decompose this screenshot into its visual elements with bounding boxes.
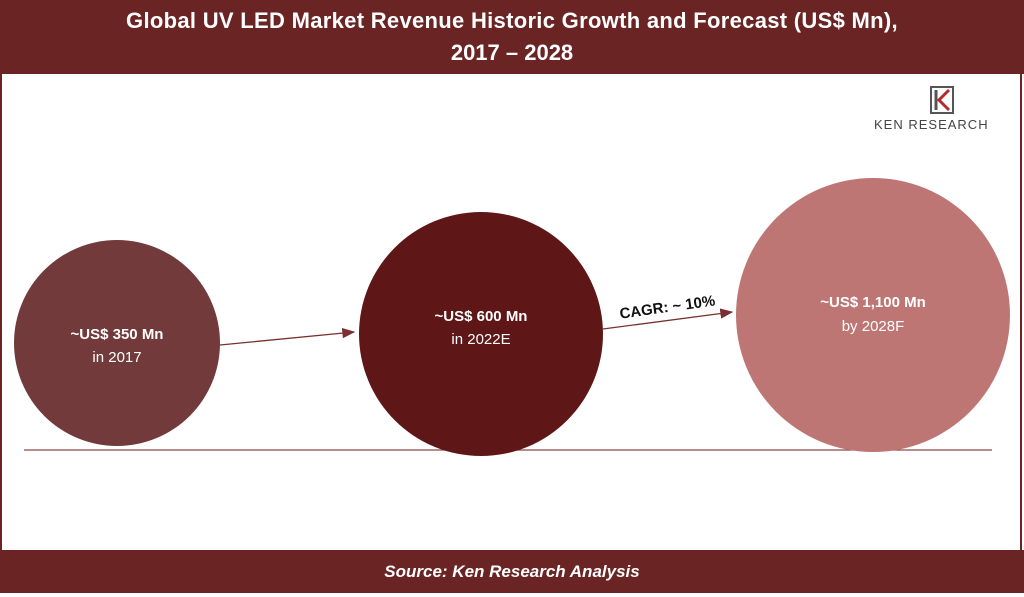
chart-title-banner: Global UV LED Market Revenue Historic Gr… <box>0 0 1024 74</box>
chart-frame <box>0 74 1022 550</box>
chart-title-line2: 2017 – 2028 <box>450 40 574 65</box>
bubble-2017-value: ~US$ 350 Mn <box>71 326 164 343</box>
source-footer: Source: Ken Research Analysis <box>0 550 1024 593</box>
growth-arrow-1 <box>219 327 356 346</box>
cagr-annotation: CAGR: ~ 10% <box>619 292 717 322</box>
ken-research-logo-text: KEN RESEARCH <box>874 117 989 132</box>
bubble-2017 <box>14 240 220 446</box>
bubble-2022-value: ~US$ 600 Mn <box>435 308 528 325</box>
bubble-2017-period: in 2017 <box>92 349 141 366</box>
growth-arrow-2 <box>602 308 734 330</box>
source-text: Source: Ken Research Analysis <box>384 562 640 581</box>
bubble-chart: CAGR: ~ 10% ~US$ 350 Mn in 2017 ~US$ 600… <box>14 178 1010 456</box>
bubble-2028 <box>736 178 1010 452</box>
bubble-2028-period: by 2028F <box>842 318 905 335</box>
ken-research-logo-icon <box>930 86 956 121</box>
chart-title-line1: Global UV LED Market Revenue Historic Gr… <box>126 8 898 33</box>
bubble-2022 <box>359 212 603 456</box>
bubble-2022-period: in 2022E <box>451 331 510 348</box>
bubble-2028-value: ~US$ 1,100 Mn <box>820 294 925 311</box>
